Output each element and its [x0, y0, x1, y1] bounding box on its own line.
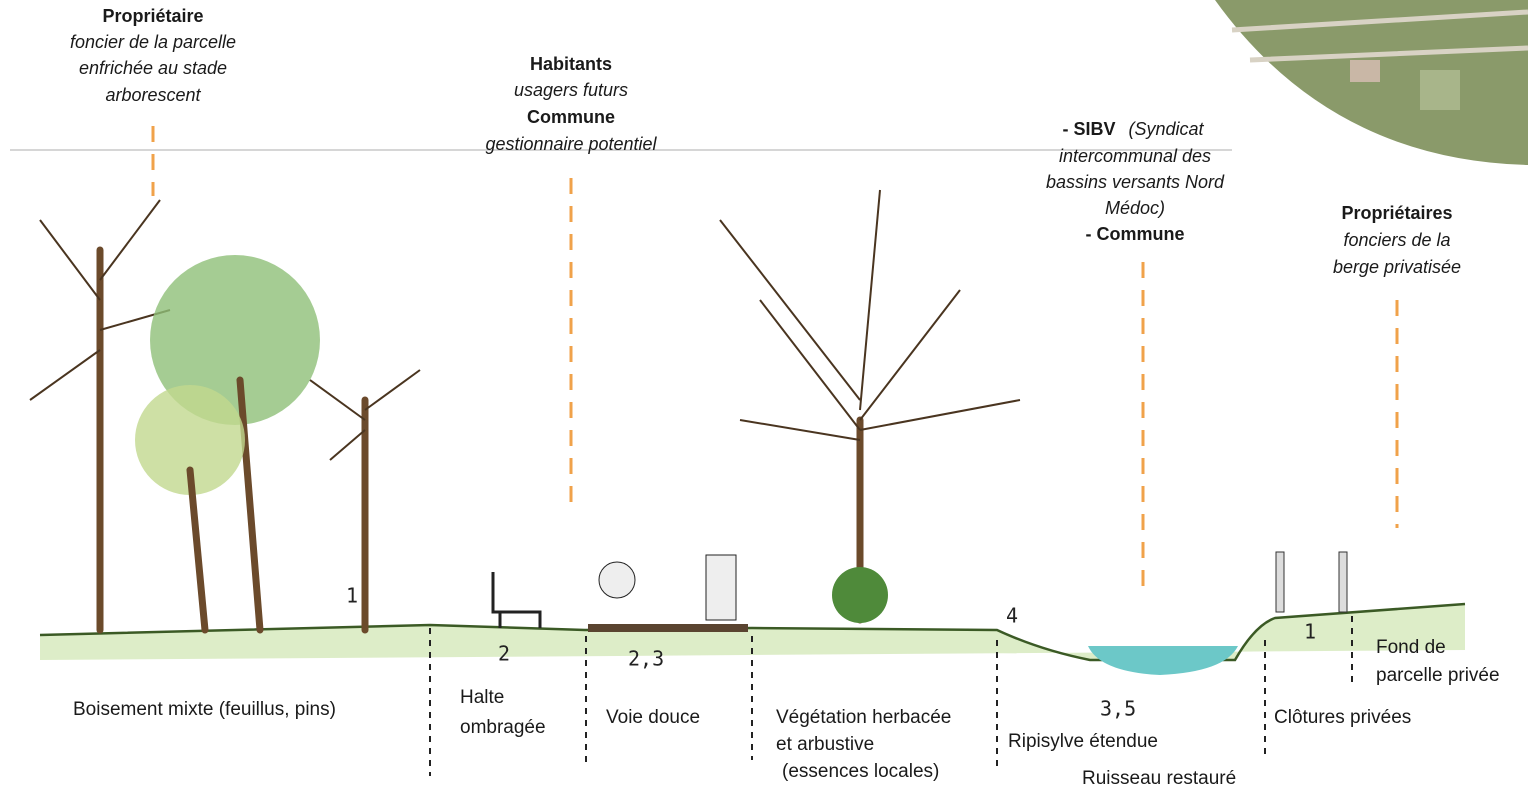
aerial-photo: [1215, 0, 1528, 165]
zone-label: Voie douce: [606, 707, 700, 728]
stakeholder-name: Propriétaire: [102, 6, 203, 26]
stakeholder-role: usagers futurs: [514, 80, 628, 100]
sketch-number: 1: [346, 584, 358, 608]
bench: [493, 572, 540, 628]
stream: [1088, 646, 1238, 675]
stakeholder-role: gestionnaire potentiel: [485, 134, 657, 154]
zone-label: Fond de: [1376, 637, 1446, 658]
stakeholder-name: Habitants: [530, 54, 612, 74]
zone-label: (essences locales): [782, 761, 939, 782]
stakeholder-role: intercommunal des: [1059, 146, 1211, 166]
pedestrian: [706, 555, 736, 620]
stakeholder-role: bassins versants Nord: [1046, 172, 1225, 192]
sketch-number: 2: [498, 642, 510, 666]
stakeholder-role: (Syndicat: [1128, 119, 1204, 139]
stakeholder-name: - SIBV: [1062, 119, 1115, 139]
sketch-number: 3,5: [1100, 697, 1136, 721]
fence-post: [1276, 552, 1284, 612]
stakeholder-role: fonciers de la: [1343, 230, 1450, 250]
zone-label: Halte: [460, 687, 504, 708]
zone-label: Ripisylve étendue: [1008, 731, 1158, 752]
aerial-field: [1420, 70, 1460, 110]
sketch-number: 1: [1304, 620, 1316, 644]
zone-label: Végétation herbacée: [776, 707, 951, 728]
stakeholder-role: arborescent: [105, 85, 201, 105]
sketch-number: 2,3: [628, 647, 664, 671]
stakeholder-role: foncier de la parcelle: [70, 32, 236, 52]
sketch-number: 4: [1006, 604, 1018, 628]
zone-label: Boisement mixte (feuillus, pins): [73, 699, 336, 720]
diagram: Propriétaire foncier de la parcelle enfr…: [0, 0, 1528, 789]
stakeholder-role: enfrichée au stade: [79, 58, 227, 78]
stakeholder-role: Médoc): [1105, 198, 1165, 218]
stakeholder-name: Propriétaires: [1341, 203, 1452, 223]
zone-label: Clôtures privées: [1274, 707, 1411, 728]
stakeholder-name: Commune: [527, 107, 615, 127]
tree: [30, 190, 1020, 630]
zone-label: parcelle privée: [1376, 665, 1500, 686]
stakeholder-role: berge privatisée: [1333, 257, 1461, 277]
zone-label: Ruisseau restauré: [1082, 768, 1236, 789]
path: [588, 624, 748, 632]
cyclist: [599, 562, 635, 598]
stakeholder-name: - Commune: [1086, 224, 1185, 244]
zone-label: ombragée: [460, 717, 546, 738]
aerial-roof: [1350, 60, 1380, 82]
zone-label: et arbustive: [776, 734, 874, 755]
fence-post: [1339, 552, 1347, 612]
